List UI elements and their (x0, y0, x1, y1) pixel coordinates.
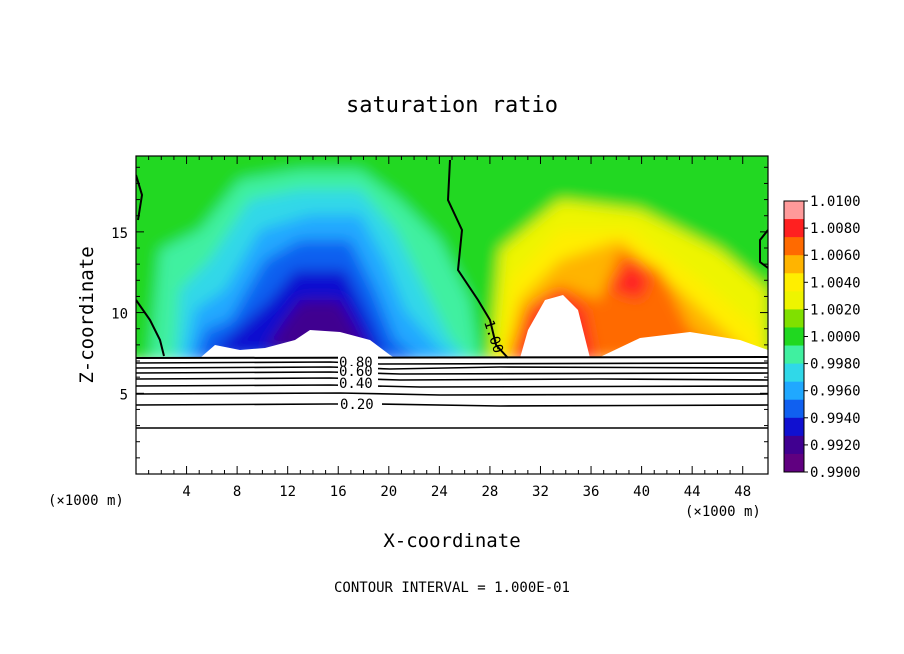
x-unit-right: (×1000 m) (685, 504, 761, 520)
colorbar-label: 1.0000 (810, 330, 861, 346)
colorbar-swatch (784, 453, 804, 473)
y-axis-ticks: 5 10 15 (111, 166, 768, 459)
colorbar-label: 0.9960 (810, 384, 861, 400)
colorbar-swatch (784, 399, 804, 419)
colorbar-swatch (784, 381, 804, 401)
colorbar-label: 1.0040 (810, 275, 861, 291)
heatmap-field (136, 156, 768, 474)
x-tick-label: 12 (279, 484, 296, 500)
x-tick-label: 28 (481, 484, 498, 500)
colorbar-label: 0.9920 (810, 438, 861, 454)
x-tick-label: 16 (330, 484, 347, 500)
contour-label-5: 0.20 (340, 397, 374, 413)
x-axis-label: X-coordinate (383, 530, 520, 552)
y-tick-label: 5 (120, 387, 128, 403)
x-tick-label: 48 (734, 484, 751, 500)
x-axis-ticks: 4 8 12 16 20 24 28 32 36 40 44 48 (148, 156, 751, 500)
x-tick-label: 20 (380, 484, 397, 500)
colorbar-swatch (784, 255, 804, 274)
y-tick-label: 10 (111, 307, 128, 323)
colorbar-swatch (784, 291, 804, 310)
colorbar-swatch (784, 345, 804, 365)
colorbar-swatch (784, 219, 804, 238)
colorbar-swatch (784, 309, 804, 328)
colorbar-label: 1.0060 (810, 248, 861, 264)
colorbar-label: 1.0100 (810, 194, 861, 210)
colorbar-swatch (784, 327, 804, 347)
colorbar-swatch (784, 201, 804, 220)
colorbar-swatch (784, 237, 804, 256)
colorbar-label: 1.0020 (810, 302, 861, 318)
colorbar-label: 0.9900 (810, 465, 861, 481)
contour-interval-note: CONTOUR INTERVAL = 1.000E-01 (334, 580, 570, 596)
x-tick-label: 32 (532, 484, 549, 500)
contour-label-4: 0.40 (339, 376, 373, 392)
colorbar-swatch (784, 435, 804, 455)
x-tick-label: 40 (633, 484, 650, 500)
chart-title: saturation ratio (346, 93, 558, 118)
colorbar-swatch (784, 273, 804, 292)
x-unit-left: (×1000 m) (48, 493, 124, 509)
colorbar-swatch (784, 363, 804, 383)
x-tick-label: 4 (182, 484, 190, 500)
colorbar: 1.0100 1.0080 1.0060 1.0040 1.0020 1.0000 0.99… (783, 194, 861, 481)
x-tick-label: 44 (684, 484, 701, 500)
colorbar-label: 1.0080 (810, 221, 861, 237)
x-tick-label: 24 (431, 484, 448, 500)
y-tick-label: 15 (111, 226, 128, 242)
colorbar-label: 0.9980 (810, 357, 861, 373)
colorbar-label: 0.9940 (810, 411, 861, 427)
x-tick-label: 36 (583, 484, 600, 500)
y-axis-label: Z-coordinate (76, 246, 98, 383)
x-tick-label: 8 (233, 484, 241, 500)
contour-label-3: 0.60 (339, 364, 373, 380)
contour-labels: 1.00 0.80 0.60 0.40 0.20 (338, 318, 506, 413)
colorbar-swatch (784, 417, 804, 437)
